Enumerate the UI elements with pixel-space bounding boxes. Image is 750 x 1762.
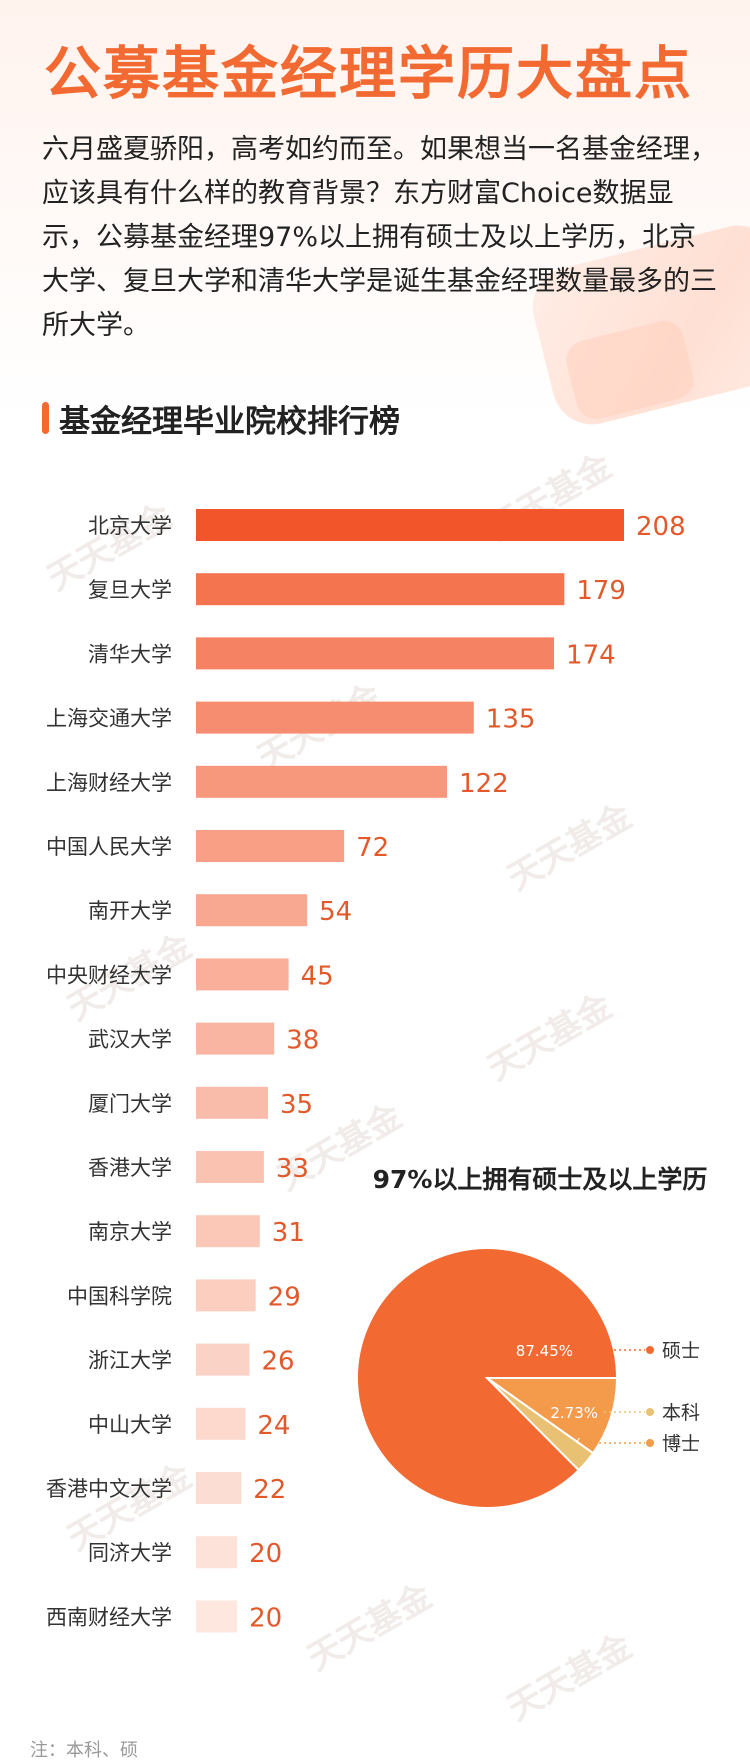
bar-value-label: 26 [262, 1347, 295, 1377]
bar-category-label: 中国人民大学 [46, 835, 172, 859]
pie-percent-label: 87.45% [516, 1342, 573, 1360]
bar [196, 637, 555, 670]
bar-category-label: 南京大学 [88, 1220, 172, 1244]
bar-value-label: 20 [249, 1539, 282, 1569]
bar-value-label: 29 [268, 1282, 301, 1312]
bar-value-label: 22 [253, 1475, 286, 1505]
pie-slice-博士 [483, 1377, 619, 1455]
bar-category-label: 武汉大学 [88, 1028, 172, 1052]
bar-category-label: 中国科学院 [67, 1284, 172, 1308]
bar [196, 1536, 238, 1569]
bar [196, 1022, 275, 1055]
bar-category-label: 浙江大学 [88, 1349, 172, 1373]
section-accent-bar [42, 402, 49, 434]
pie-legend-marker [646, 1439, 654, 1447]
university-ranking-bar-chart: 北京大学 208 复旦大学 179 清华大学 174 上海交通大学 135 上海财经大学 122 中… [46, 509, 686, 1633]
bar [196, 1279, 256, 1312]
bar-category-label: 中央财经大学 [46, 963, 172, 987]
bar [196, 1600, 238, 1633]
bar-value-label: 135 [486, 705, 536, 735]
bar-category-label: 北京大学 [88, 514, 172, 538]
pie-legend-marker [646, 1408, 654, 1416]
bar-category-label: 上海交通大学 [46, 707, 172, 731]
bar-value-label: 38 [286, 1026, 319, 1056]
intro-paragraph: 六月盛夏骄阳，高考如约而至。如果想当一名基金经理，应该具有什么样的教育背景？东方… [42, 134, 717, 341]
bar [196, 1151, 264, 1183]
bar-category-label: 复旦大学 [88, 578, 172, 602]
bar-value-label: 45 [301, 961, 334, 991]
degree-pie-title: 97%以上拥有硕士及以上学历 [372, 1165, 708, 1194]
pie-legend-label: 硕士 [662, 1340, 700, 1362]
bar [196, 765, 448, 798]
bar-value-label: 54 [319, 897, 352, 927]
bar-value-label: 24 [257, 1411, 290, 1441]
bar [196, 894, 308, 927]
bar [196, 1215, 260, 1248]
bar [196, 830, 345, 862]
bar-category-label: 中山大学 [88, 1413, 172, 1437]
page-title: 公募基金经理学历大盘点 [44, 41, 693, 107]
pie-slice-硕士 [356, 1247, 619, 1509]
bar-category-label: 香港中文大学 [46, 1477, 172, 1501]
bar-category-label: 香港大学 [88, 1156, 172, 1180]
pie-legend-label: 博士 [662, 1433, 700, 1455]
bar-category-label: 同济大学 [88, 1541, 172, 1565]
bar-value-label: 179 [576, 576, 626, 606]
bar-category-label: 厦门大学 [88, 1092, 172, 1116]
bar [196, 1407, 246, 1440]
footnote: 注：本科、硕 [30, 1740, 138, 1761]
bar-value-label: 208 [636, 512, 686, 542]
bar [196, 958, 289, 991]
bar-category-label: 清华大学 [88, 642, 172, 666]
bar-value-label: 31 [272, 1218, 305, 1248]
bar-category-label: 南开大学 [88, 899, 172, 923]
bar-value-label: 72 [356, 833, 389, 863]
bar-value-label: 35 [280, 1090, 313, 1120]
bar [196, 701, 474, 734]
pie-percent-label: 2.73% [550, 1404, 598, 1422]
bar-category-label: 西南财经大学 [46, 1605, 172, 1629]
bar-value-label: 174 [566, 640, 616, 670]
bar-value-label: 33 [276, 1154, 309, 1184]
bar [196, 1086, 269, 1119]
bar [196, 1343, 250, 1376]
ranking-section-header: 基金经理毕业院校排行榜 [42, 398, 400, 440]
pie-legend-label: 本科 [662, 1402, 700, 1424]
bar-value-label: 122 [459, 769, 509, 799]
bar [196, 1472, 242, 1504]
ranking-section-title: 基金经理毕业院校排行榜 [59, 403, 400, 440]
bar-value-label: 20 [249, 1603, 282, 1633]
bar-category-label: 上海财经大学 [46, 771, 172, 795]
bar [196, 509, 624, 541]
bar [196, 573, 565, 606]
pie-legend-marker [646, 1346, 654, 1354]
